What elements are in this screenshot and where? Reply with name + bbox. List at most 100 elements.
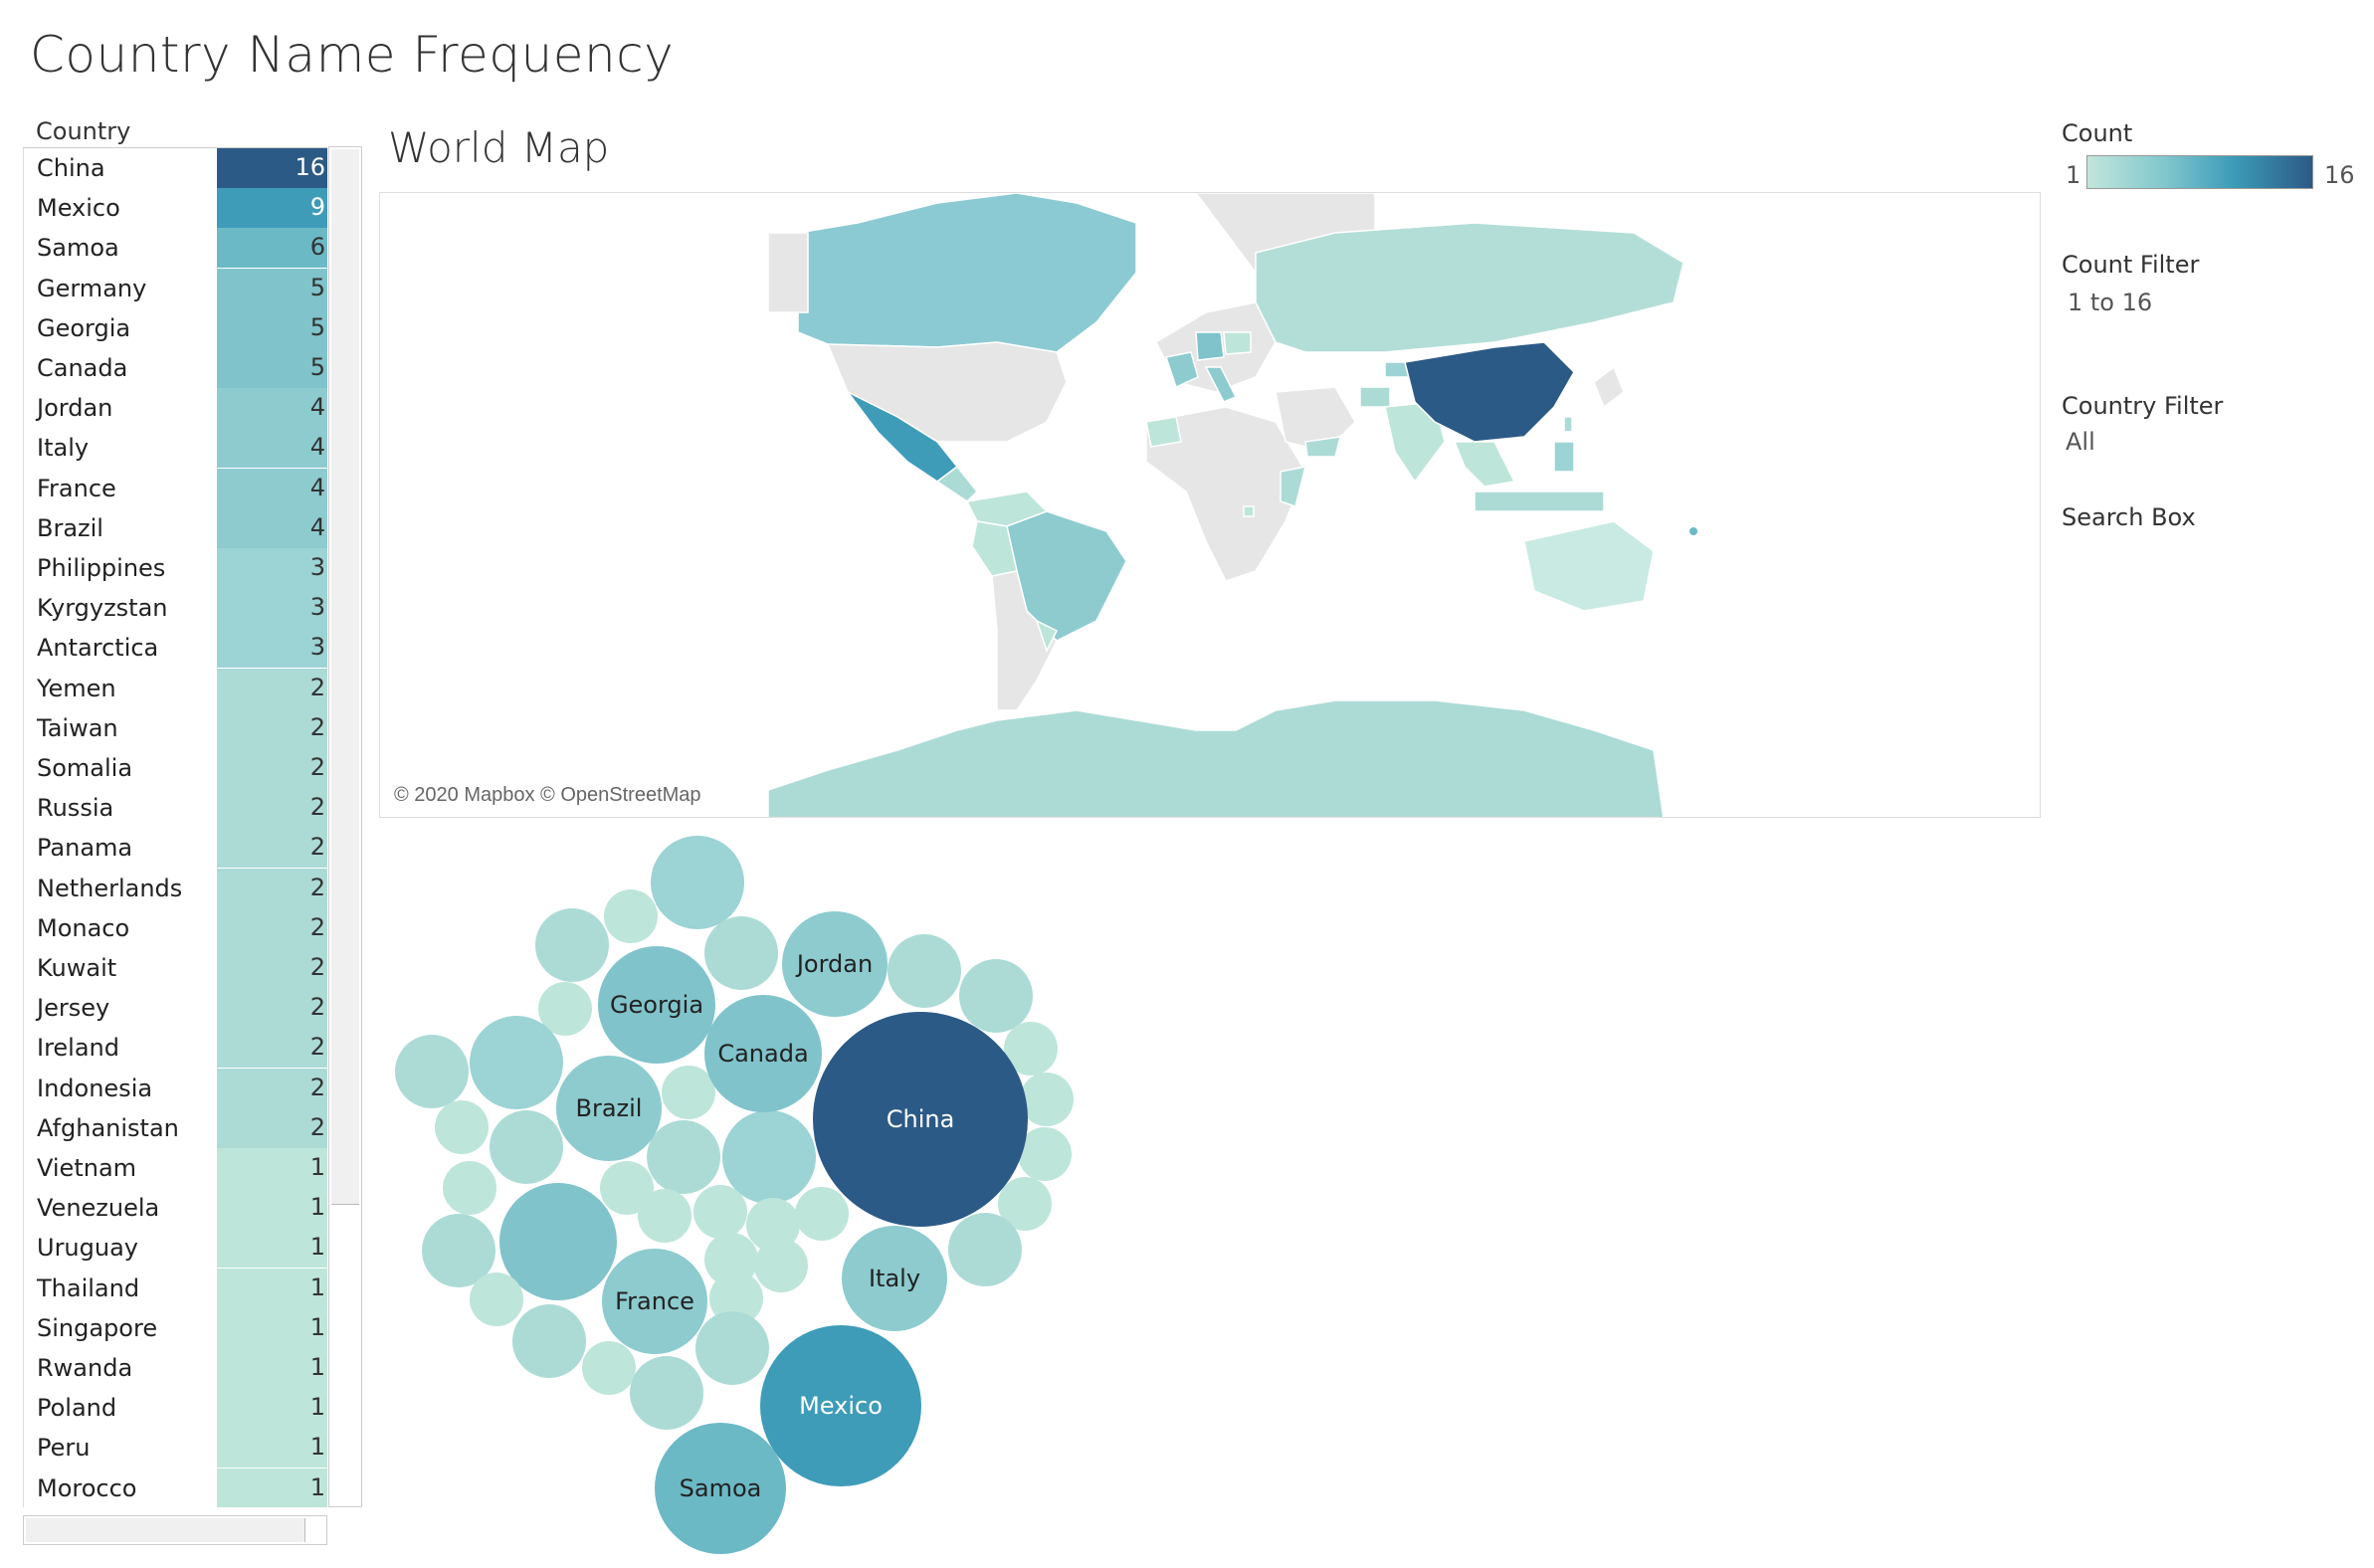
map-china [1404, 341, 1575, 443]
map-rwanda [1243, 505, 1255, 517]
bubble [395, 1035, 469, 1108]
map-italy [1204, 366, 1238, 403]
table-row[interactable]: Netherlands 2 [24, 868, 327, 908]
bubble [754, 1239, 808, 1292]
bubble-chart-svg[interactable]: China Mexico Samoa Georgia Canada Jordan… [378, 816, 1094, 1564]
table-row[interactable]: Jersey 2 [24, 988, 327, 1029]
country-name: Morocco [37, 1473, 137, 1502]
table-row[interactable]: Samoa 6 [24, 228, 327, 269]
table-column-header[interactable]: Country [36, 117, 131, 145]
bubble-label-mexico: Mexico [799, 1392, 883, 1420]
count-value: 5 [309, 353, 325, 381]
table-row[interactable]: Italy 4 [24, 428, 327, 469]
count-value: 2 [309, 673, 325, 701]
horizontal-scroll-thumb[interactable] [26, 1518, 305, 1542]
table-row[interactable]: Afghanistan 2 [24, 1107, 327, 1148]
table-row[interactable]: Kyrgyzstan 3 [24, 588, 327, 629]
table-row[interactable]: Georgia 5 [24, 307, 327, 348]
vertical-scrollbar[interactable] [328, 146, 362, 1507]
count-value: 1 [309, 1312, 325, 1341]
count-cell: 2 [217, 748, 327, 788]
search-box-label[interactable]: Search Box [2062, 503, 2196, 531]
country-name: Somalia [37, 754, 133, 782]
table-row[interactable]: Kuwait 2 [24, 948, 327, 988]
country-filter-value[interactable]: All [2066, 428, 2095, 456]
table-row[interactable]: Antarctica 3 [24, 628, 327, 669]
map-se-asia [1453, 441, 1516, 488]
count-cell: 3 [217, 548, 327, 588]
map-afghanistan [1359, 386, 1391, 408]
country-name: Georgia [37, 313, 131, 342]
legend-min: 1 [2066, 161, 2081, 189]
table-row[interactable]: Thailand 1 [24, 1268, 327, 1308]
count-value: 2 [309, 912, 325, 941]
bubble-chart[interactable]: China Mexico Samoa Georgia Canada Jordan… [378, 816, 1094, 1564]
bubble-label-samoa: Samoa [680, 1474, 762, 1502]
table-row[interactable]: Russia 2 [24, 788, 327, 829]
table-row[interactable]: Monaco 2 [24, 907, 327, 948]
country-name: Vietnam [37, 1154, 137, 1182]
world-map[interactable]: © 2020 Mapbox © OpenStreetMap [379, 192, 2041, 818]
count-value: 1 [309, 1233, 325, 1262]
count-cell: 1 [217, 1268, 327, 1308]
bubble [948, 1213, 1022, 1286]
country-name: Samoa [37, 234, 119, 263]
table-row[interactable]: Somalia 2 [24, 748, 327, 788]
count-cell: 1 [217, 1307, 327, 1348]
bubble [998, 1177, 1052, 1231]
count-cell: 2 [217, 948, 327, 988]
count-value: 1 [309, 1273, 325, 1301]
bubble [604, 889, 658, 943]
page-title: Country Name Frequency [30, 26, 675, 84]
table-row[interactable]: Yemen 2 [24, 668, 327, 708]
count-cell: 2 [217, 668, 327, 708]
table-row[interactable]: Canada 5 [24, 348, 327, 388]
horizontal-scrollbar[interactable] [23, 1515, 327, 1545]
bubble-georgia [598, 946, 715, 1064]
map-indonesia [1474, 490, 1605, 512]
table-row[interactable]: Panama 2 [24, 828, 327, 869]
count-cell: 1 [217, 1228, 327, 1269]
country-name: Antarctica [37, 634, 159, 663]
bubble-mexico [760, 1325, 921, 1486]
table-row[interactable]: Indonesia 2 [24, 1068, 327, 1108]
bubble [651, 836, 744, 929]
table-row[interactable]: Ireland 2 [24, 1028, 327, 1069]
table-row[interactable]: Germany 5 [24, 268, 327, 308]
table-row[interactable]: Mexico 9 [24, 188, 327, 229]
count-value: 6 [309, 233, 325, 262]
bubble [443, 1161, 496, 1215]
table-row[interactable]: Vietnam 1 [24, 1148, 327, 1188]
table-row[interactable]: Rwanda 1 [24, 1348, 327, 1388]
bubble-label-canada: Canada [717, 1040, 808, 1068]
count-cell: 2 [217, 1068, 327, 1108]
count-cell: 5 [217, 348, 327, 388]
count-value: 16 [295, 153, 325, 181]
table-row[interactable]: Venezuela 1 [24, 1188, 327, 1229]
map-poland [1223, 331, 1252, 355]
bubble [582, 1341, 636, 1395]
world-map-svg[interactable] [380, 193, 2041, 818]
table-row[interactable]: Singapore 1 [24, 1307, 327, 1348]
table-row[interactable]: France 4 [24, 468, 327, 508]
map-russia [1255, 222, 1684, 353]
table-row[interactable]: Morocco 1 [24, 1468, 327, 1507]
count-filter-value[interactable]: 1 to 16 [2068, 289, 2153, 316]
count-cell: 1 [217, 1428, 327, 1469]
table-row[interactable]: Poland 1 [24, 1388, 327, 1429]
table-row[interactable]: Peru 1 [24, 1428, 327, 1469]
table-row[interactable]: Jordan 4 [24, 388, 327, 429]
table-row[interactable]: China 16 [24, 148, 327, 188]
count-value: 5 [309, 312, 325, 341]
table-row[interactable]: Philippines 3 [24, 548, 327, 588]
table-row[interactable]: Taiwan 2 [24, 707, 327, 748]
map-france [1165, 351, 1199, 389]
bubble [795, 1187, 849, 1241]
table-row[interactable]: Uruguay 1 [24, 1228, 327, 1269]
vertical-scroll-thumb[interactable] [331, 149, 359, 1205]
table-row[interactable]: Brazil 4 [24, 507, 327, 548]
bubble [709, 1272, 763, 1325]
count-cell: 9 [217, 188, 327, 229]
bubble [638, 1189, 692, 1243]
count-value: 4 [309, 512, 325, 541]
